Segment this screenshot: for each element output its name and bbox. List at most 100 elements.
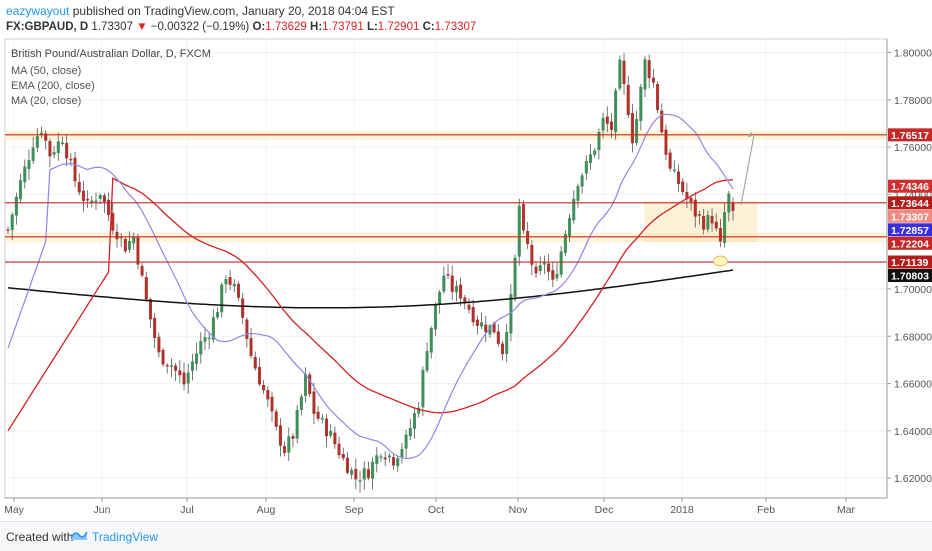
candle-body-141 — [597, 131, 601, 151]
chart-legend: British Pound/Australian Dollar, D, FXCM… — [11, 48, 211, 107]
ema200-line — [7, 269, 734, 309]
y-tick-label-7: 1.66000 — [894, 379, 932, 391]
ma50-line — [7, 177, 734, 432]
y-tick-label-1: 1.78000 — [894, 95, 932, 107]
candle-body-10 — [48, 140, 52, 157]
candle-body-114 — [484, 324, 488, 333]
candle-body-118 — [501, 343, 505, 355]
y-tick-label-6: 1.68000 — [894, 331, 932, 343]
candle-body-106 — [450, 275, 454, 292]
y-tick-label-2: 1.76000 — [894, 142, 932, 154]
candle-body-112 — [475, 319, 479, 326]
candle-body-140 — [593, 150, 597, 155]
candle-body-63 — [270, 396, 274, 412]
candle-body-78 — [333, 432, 337, 445]
x-tick-label-7: Dec — [595, 504, 614, 516]
candle-body-137 — [580, 175, 584, 187]
candle-body-31 — [136, 237, 140, 265]
ohlc-line: FX:GBPAUD, D 1.73307 ▼ −0.00322 (−0.19%)… — [6, 21, 476, 33]
candle-body-66 — [283, 445, 287, 454]
candle-body-57 — [245, 319, 249, 339]
candle-body-44 — [190, 361, 194, 371]
candle-body-83 — [354, 469, 358, 480]
candle-body-29 — [128, 240, 132, 250]
candle-body-74 — [316, 411, 320, 419]
candle-body-93 — [396, 458, 400, 467]
candle-body-108 — [459, 284, 463, 299]
price-chart[interactable]: 1.800001.780001.760001.740001.720001.700… — [0, 36, 932, 521]
candle-body-73 — [312, 391, 316, 414]
candle-body-19 — [86, 198, 90, 201]
candle-body-76 — [324, 418, 328, 437]
candle-body-51 — [220, 284, 224, 313]
candle-body-60 — [257, 367, 261, 385]
candle-body-169 — [714, 221, 718, 229]
candle-body-133 — [563, 233, 567, 253]
candle-body-18 — [81, 190, 85, 201]
candle-body-159 — [672, 169, 676, 172]
publish-line: eazywayout published on TradingView.com,… — [6, 4, 395, 18]
candle-body-142 — [601, 117, 605, 131]
candle-body-173 — [731, 202, 735, 211]
ma20-line — [7, 113, 734, 460]
y-tick-label-9: 1.62000 — [894, 473, 932, 485]
candle-body-92 — [392, 457, 396, 466]
open-label: O: — [252, 21, 266, 33]
candle-body-163 — [689, 197, 693, 203]
candle-body-131 — [555, 273, 559, 279]
x-tick-label-3: Aug — [257, 504, 276, 516]
candle-body-14 — [65, 142, 69, 159]
candle-body-149 — [630, 113, 634, 144]
candle-body-86 — [366, 469, 370, 479]
published-text: published on TradingView.com, January 20… — [72, 4, 395, 18]
candle-body-138 — [584, 160, 588, 174]
candle-body-160 — [677, 171, 681, 184]
candle-body-34 — [148, 299, 152, 320]
price-label-bg-0 — [888, 128, 932, 142]
candle-body-52 — [224, 279, 228, 285]
x-tick-label-6: Nov — [509, 504, 528, 516]
tradingview-brand[interactable]: TradingView — [92, 530, 159, 544]
candle-body-38 — [165, 365, 169, 367]
candle-body-89 — [379, 456, 383, 458]
candle-body-24 — [107, 199, 111, 215]
candle-body-62 — [266, 389, 270, 400]
candle-body-33 — [144, 277, 148, 300]
close-label: C: — [422, 21, 435, 33]
candle-body-6 — [31, 147, 35, 161]
candle-body-123 — [521, 204, 525, 231]
candle-body-164 — [693, 199, 697, 217]
low-highlight-circle — [712, 255, 728, 267]
down-arrow-icon: ▼ — [136, 21, 148, 33]
price-label-bg-5 — [888, 236, 932, 250]
candle-body-111 — [471, 307, 475, 323]
candle-body-28 — [123, 239, 127, 252]
candle-body-17 — [77, 182, 81, 193]
candle-body-146 — [618, 59, 622, 89]
candle-body-136 — [576, 186, 580, 201]
consolidation-box — [644, 201, 758, 242]
chart-header: eazywayout published on TradingView.com,… — [0, 0, 932, 36]
candle-body-23 — [102, 195, 106, 203]
price-label-7: 1.70803 — [891, 271, 929, 283]
candle-body-124 — [526, 231, 530, 245]
price-label-2: 1.73644 — [891, 198, 929, 210]
candle-body-75 — [320, 418, 324, 420]
candle-body-82 — [350, 469, 354, 475]
x-tick-label-10: Mar — [837, 504, 856, 516]
moving-average-lines — [7, 113, 734, 460]
candle-body-166 — [702, 216, 706, 230]
candle-body-20 — [90, 200, 94, 203]
candle-body-58 — [249, 338, 253, 356]
price-label-bg-3 — [888, 209, 932, 223]
indicator-ma20-label: MA (20, close) — [11, 95, 81, 107]
candle-body-87 — [371, 461, 375, 479]
x-tick-label-1: Jun — [94, 504, 111, 516]
price-label-bg-7 — [888, 269, 932, 283]
candle-body-102 — [433, 304, 437, 330]
candle-body-21 — [94, 200, 98, 202]
price-label-6: 1.71139 — [891, 257, 929, 269]
candle-body-128 — [542, 262, 546, 265]
author-link[interactable]: eazywayout — [6, 4, 70, 18]
candle-body-168 — [710, 215, 714, 224]
